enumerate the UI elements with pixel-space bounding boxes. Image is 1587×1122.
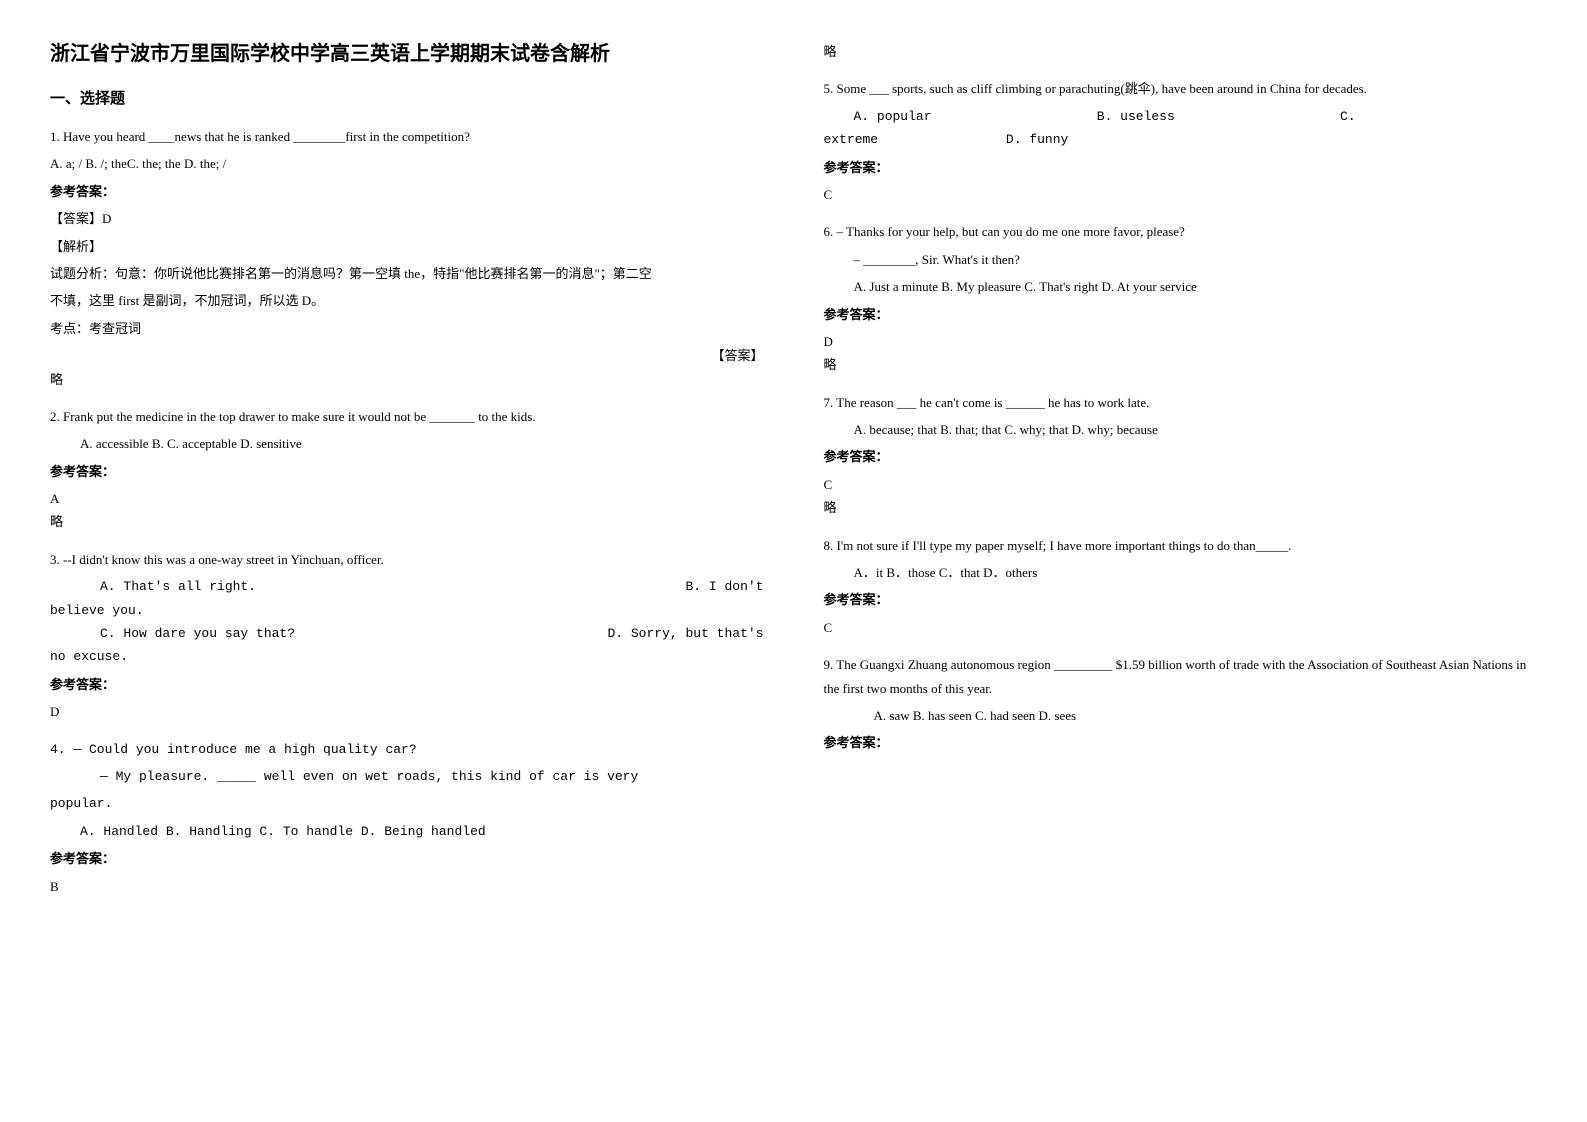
q5-answer: C	[824, 183, 1538, 206]
q8-options: A．it B．those C．that D．others	[854, 561, 1538, 584]
q4-answer-label: 参考答案：	[50, 847, 764, 870]
q3-opt-b2: believe you.	[50, 599, 764, 622]
q5-line1: A. popular B. useless C.	[824, 105, 1538, 128]
q3-opt-c: C. How dare you say that?	[100, 626, 295, 641]
q6-options: A. Just a minute B. My pleasure C. That'…	[854, 275, 1538, 298]
q5-line2: extreme D. funny	[824, 128, 1538, 151]
q5-opt-d: D. funny	[1006, 128, 1068, 151]
q3-opt-a: A. That's all right.	[100, 579, 256, 594]
q3-line1: A. That's all right. B. I don't	[50, 575, 764, 598]
q3-opt-d2: no excuse.	[50, 645, 764, 668]
q1-text: 1. Have you heard ____news that he is ra…	[50, 125, 764, 148]
q1-analysis-text2: 不填，这里 first 是副词，不加冠词，所以选 D。	[50, 289, 764, 312]
q2-text: 2. Frank put the medicine in the top dra…	[50, 405, 764, 428]
question-4: 4. — Could you introduce me a high quali…	[50, 738, 764, 898]
left-column: 浙江省宁波市万里国际学校中学高三英语上学期期末试卷含解析 一、选择题 1. Ha…	[50, 40, 764, 912]
question-2: 2. Frank put the medicine in the top dra…	[50, 405, 764, 534]
q3-opt-d: D. Sorry, but that's	[607, 622, 763, 645]
q8-answer-label: 参考答案：	[824, 588, 1538, 611]
q3-line2: C. How dare you say that? D. Sorry, but …	[50, 622, 764, 645]
question-3: 3. --I didn't know this was a one-way st…	[50, 548, 764, 724]
question-7: 7. The reason ___ he can't come is _____…	[824, 391, 1538, 520]
q1-answer-label: 参考答案：	[50, 180, 764, 203]
q5-opt-c: C.	[1340, 105, 1356, 128]
question-8: 8. I'm not sure if I'll type my paper my…	[824, 534, 1538, 640]
q7-brief: 略	[824, 496, 1538, 519]
question-5: 5. Some ___ sports, such as cliff climbi…	[824, 77, 1538, 206]
q3-answer-label: 参考答案：	[50, 673, 764, 696]
q4-text3: popular.	[50, 792, 764, 815]
q4-options: A. Handled B. Handling C. To handle D. B…	[80, 820, 764, 843]
q4-answer: B	[50, 875, 764, 898]
q8-text: 8. I'm not sure if I'll type my paper my…	[824, 534, 1538, 557]
q1-options: A. a; / B. /; theC. the; the D. the; /	[50, 152, 764, 175]
q1-brief: 略	[50, 368, 764, 391]
q1-answer-tag2: 【答案】	[50, 344, 764, 367]
q6-text2: – ________, Sir. What's it then?	[854, 248, 1538, 271]
q5-answer-label: 参考答案：	[824, 156, 1538, 179]
q7-options: A. because; that B. that; that C. why; t…	[854, 418, 1538, 441]
q2-answer: A	[50, 487, 764, 510]
q9-answer-label: 参考答案：	[824, 731, 1538, 754]
q2-options: A. accessible B. C. acceptable D. sensit…	[80, 432, 764, 455]
q2-brief: 略	[50, 510, 764, 533]
q4-text2: — My pleasure. _____ well even on wet ro…	[100, 765, 764, 788]
q3-text: 3. --I didn't know this was a one-way st…	[50, 548, 764, 571]
q3-answer: D	[50, 700, 764, 723]
q5-text: 5. Some ___ sports, such as cliff climbi…	[824, 77, 1538, 100]
q8-answer: C	[824, 616, 1538, 639]
right-column: 略 5. Some ___ sports, such as cliff clim…	[824, 40, 1538, 912]
q5-opt-a: A. popular	[854, 105, 1089, 128]
q4-brief: 略	[824, 40, 1538, 63]
q6-answer-label: 参考答案：	[824, 303, 1538, 326]
q9-options: A. saw B. has seen C. had seen D. sees	[874, 704, 1538, 727]
question-1: 1. Have you heard ____news that he is ra…	[50, 125, 764, 391]
q2-answer-label: 参考答案：	[50, 460, 764, 483]
question-6: 6. – Thanks for your help, but can you d…	[824, 220, 1538, 376]
q3-opt-b: B. I don't	[685, 575, 763, 598]
question-9: 9. The Guangxi Zhuang autonomous region …	[824, 653, 1538, 755]
q9-text: 9. The Guangxi Zhuang autonomous region …	[824, 653, 1538, 700]
q1-analysis-text: 试题分析：句意：你听说他比赛排名第一的消息吗？第一空填 the，特指"他比赛排名…	[50, 262, 764, 285]
q1-answer-tag: 【答案】D	[50, 207, 764, 230]
q6-text: 6. – Thanks for your help, but can you d…	[824, 220, 1538, 243]
q1-exam-point: 考点：考查冠词	[50, 317, 764, 340]
q7-answer: C	[824, 473, 1538, 496]
q1-analysis-tag: 【解析】	[50, 235, 764, 258]
q7-answer-label: 参考答案：	[824, 445, 1538, 468]
q7-text: 7. The reason ___ he can't come is _____…	[824, 391, 1538, 414]
q4-text: 4. — Could you introduce me a high quali…	[50, 738, 764, 761]
section-title: 一、选择题	[50, 86, 764, 113]
main-title: 浙江省宁波市万里国际学校中学高三英语上学期期末试卷含解析	[50, 40, 764, 68]
q6-brief: 略	[824, 353, 1538, 376]
q5-opt-b: B. useless	[1097, 105, 1332, 128]
q6-answer: D	[824, 330, 1538, 353]
q5-opt-c2: extreme	[824, 132, 879, 147]
